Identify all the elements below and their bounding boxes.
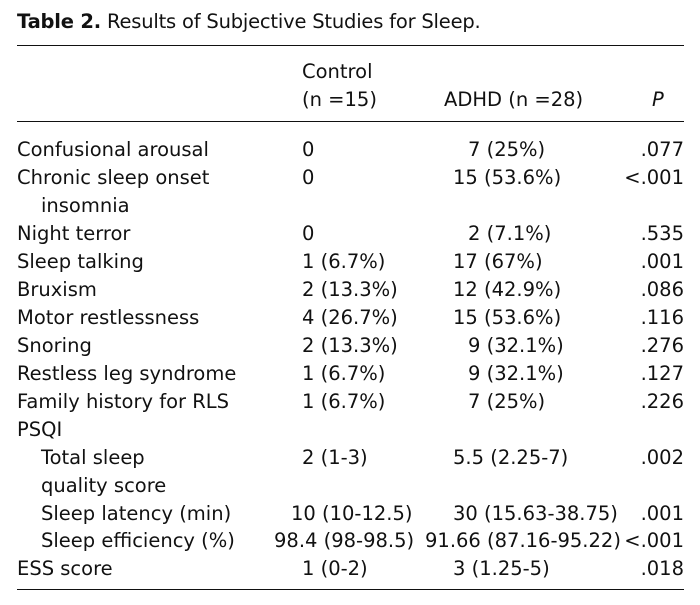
top-rule <box>17 45 684 46</box>
cell-control: 0 <box>302 222 315 245</box>
cell-p: <.001 <box>624 166 684 189</box>
row-label: Bruxism <box>17 278 97 301</box>
cell-adhd: 30 (15.63-38.75) <box>453 502 618 525</box>
row-label: Restless leg syndrome <box>17 362 237 385</box>
cell-control: 1 (6.7%) <box>302 250 386 273</box>
bottom-rule <box>17 589 684 590</box>
header-p: P <box>652 88 664 111</box>
cell-adhd: 9 (32.1%) <box>468 334 564 357</box>
table-title: Results of Subjective Studies for Sleep. <box>100 10 481 33</box>
cell-control: 0 <box>302 166 315 189</box>
row-group-label: PSQI <box>17 418 63 441</box>
header-control: Control (n =15) <box>302 58 377 114</box>
cell-control: 2 (13.3%) <box>302 334 398 357</box>
cell-p: .535 <box>640 222 684 245</box>
row-label: Night terror <box>17 222 131 245</box>
cell-p: .086 <box>640 278 684 301</box>
cell-p: .001 <box>640 250 684 273</box>
cell-adhd: 3 (1.25-5) <box>453 557 550 580</box>
row-label: ESS score <box>17 557 113 580</box>
row-label: Sleep efficiency (%) <box>41 529 235 552</box>
row-label: Motor restlessness <box>17 306 200 329</box>
cell-adhd: 91.66 (87.16-95.22) <box>425 529 621 552</box>
cell-control: 2 (13.3%) <box>302 278 398 301</box>
cell-control: 1 (6.7%) <box>302 362 386 385</box>
row-label: Chronic sleep onset <box>17 166 210 189</box>
cell-control: 2 (1-3) <box>302 446 368 469</box>
row-label-continued: quality score <box>41 474 167 497</box>
row-label: Snoring <box>17 334 92 357</box>
cell-adhd: 7 (25%) <box>468 390 546 413</box>
cell-p: .127 <box>640 362 684 385</box>
cell-control: 1 (6.7%) <box>302 390 386 413</box>
cell-control: 1 (0-2) <box>302 557 368 580</box>
row-label-continued: insomnia <box>41 194 130 217</box>
header-rule <box>17 121 684 122</box>
cell-p: .001 <box>640 502 684 525</box>
row-label: Confusional arousal <box>17 138 209 161</box>
cell-adhd: 2 (7.1%) <box>468 222 552 245</box>
cell-p: .018 <box>640 557 684 580</box>
cell-control: 10 (10-12.5) <box>291 502 413 525</box>
cell-adhd: 12 (42.9%) <box>453 278 562 301</box>
cell-control: 4 (26.7%) <box>302 306 398 329</box>
row-label: Family history for RLS <box>17 390 230 413</box>
cell-adhd: 5.5 (2.25-7) <box>453 446 569 469</box>
cell-control: 98.4 (98-98.5) <box>274 529 415 552</box>
cell-adhd: 9 (32.1%) <box>468 362 564 385</box>
table-caption: Table 2. Results of Subjective Studies f… <box>17 10 481 33</box>
cell-adhd: 7 (25%) <box>468 138 546 161</box>
header-control-name: Control <box>302 60 373 83</box>
cell-adhd: 17 (67%) <box>453 250 543 273</box>
cell-control: 0 <box>302 138 315 161</box>
cell-p: .077 <box>640 138 684 161</box>
row-label: Total sleep <box>41 446 145 469</box>
cell-p: .002 <box>640 446 684 469</box>
cell-p: .276 <box>640 334 684 357</box>
cell-p: <.001 <box>624 529 684 552</box>
table-number: Table 2. <box>17 10 101 33</box>
cell-p: .116 <box>640 306 684 329</box>
header-control-n: (n =15) <box>302 88 377 111</box>
header-adhd: ADHD (n =28) <box>444 88 584 111</box>
row-label: Sleep talking <box>17 250 144 273</box>
cell-p: .226 <box>640 390 684 413</box>
cell-adhd: 15 (53.6%) <box>453 166 562 189</box>
row-label: Sleep latency (min) <box>41 502 232 525</box>
cell-adhd: 15 (53.6%) <box>453 306 562 329</box>
